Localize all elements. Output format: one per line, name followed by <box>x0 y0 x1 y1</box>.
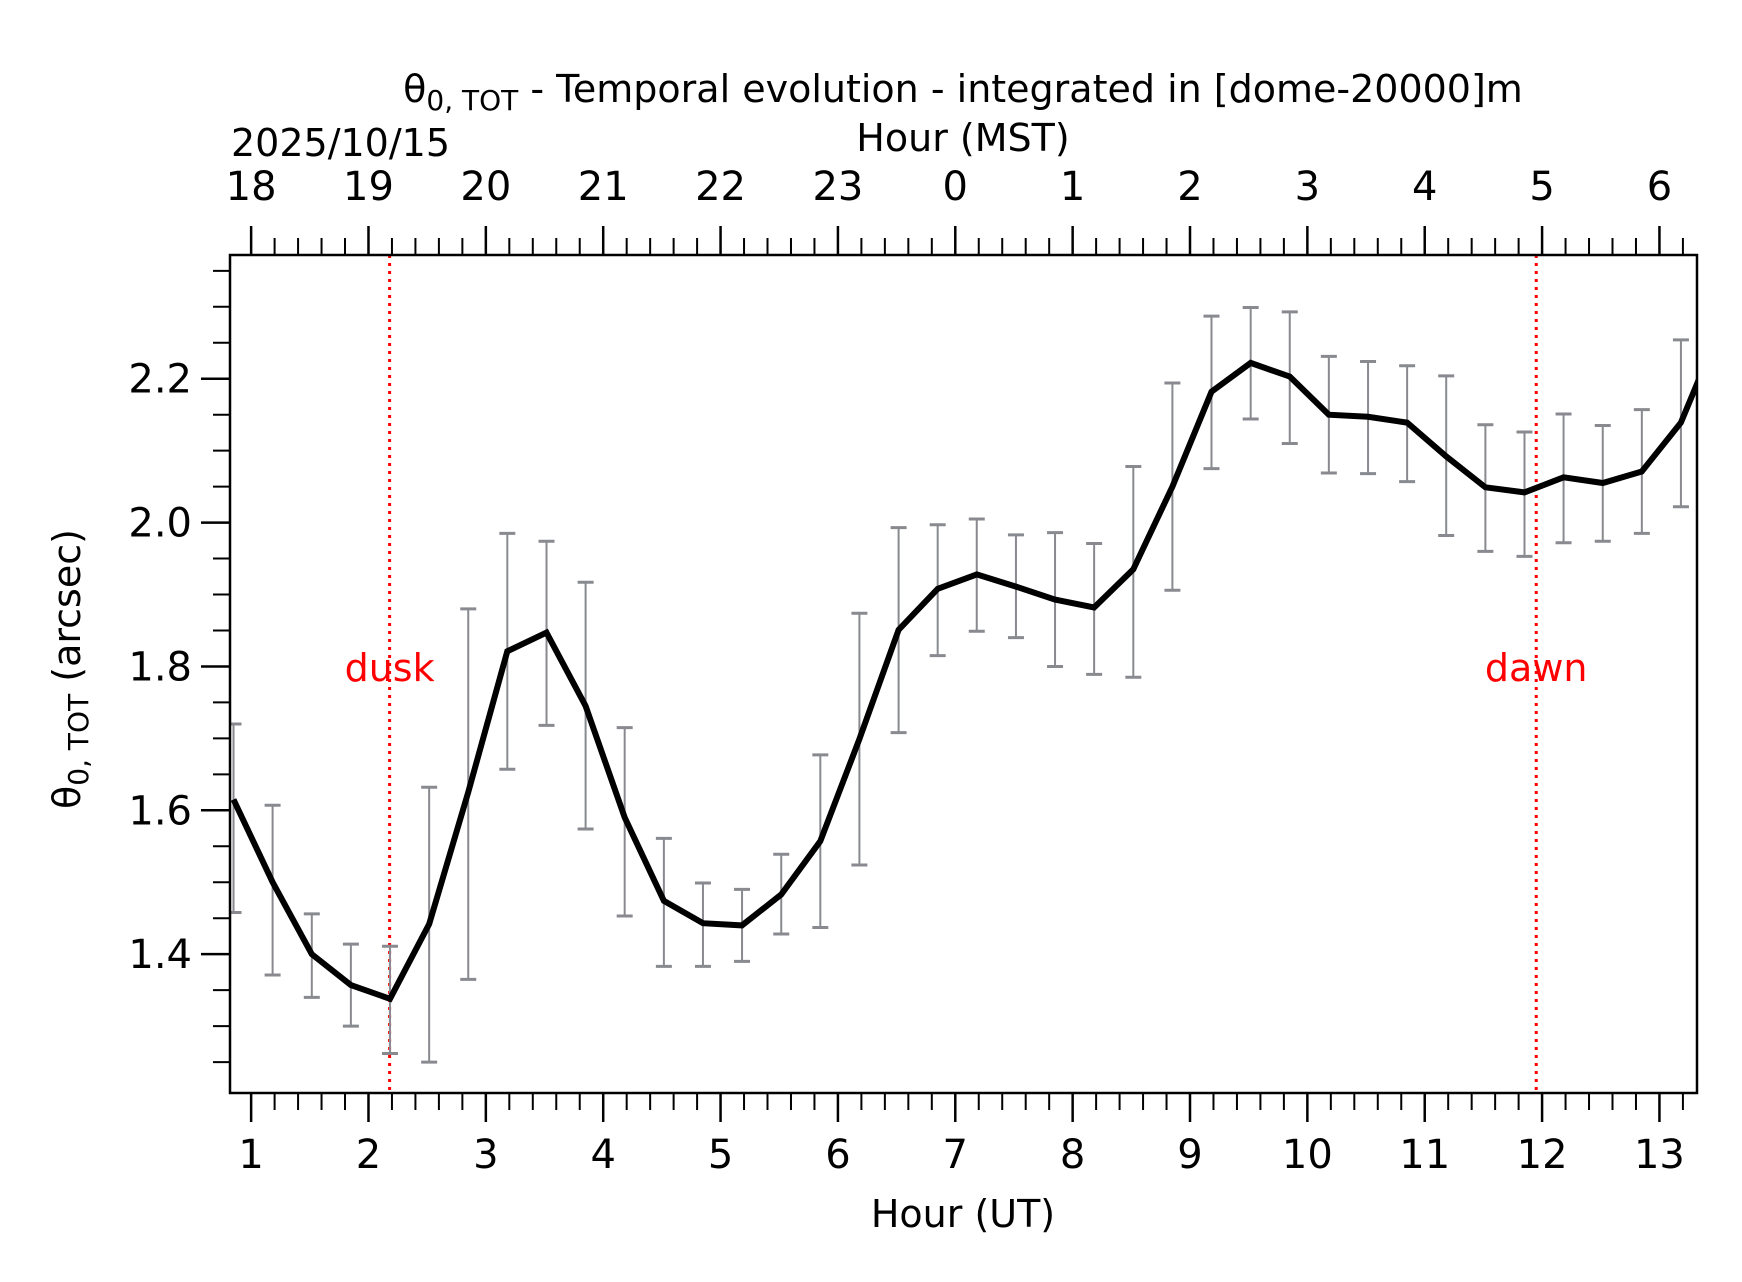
date-label: 2025/10/15 <box>231 121 450 165</box>
x-top-tick-label: 19 <box>343 164 394 210</box>
x-tick-label: 9 <box>1177 1132 1202 1178</box>
axis-tick-labels: 1182193204215226237081921031141251361.41… <box>128 164 1685 1178</box>
x-tick-label: 7 <box>943 1132 968 1178</box>
y-tick-label: 1.4 <box>128 932 192 978</box>
ylabel-symbol: θ <box>45 786 89 809</box>
y-axis-label: θ0, TOT (arcsec) <box>45 529 95 809</box>
title-rest: - Temporal evolution - integrated in [do… <box>518 67 1523 111</box>
x-tick-label: 2 <box>356 1132 381 1178</box>
x-top-tick-label: 5 <box>1529 164 1554 210</box>
x-tick-label: 13 <box>1634 1132 1685 1178</box>
y-tick-label: 2.0 <box>128 501 192 547</box>
annotation-labels: dusk dawn <box>345 646 1588 690</box>
axis-ticks <box>201 226 1684 1122</box>
plot-area <box>230 255 1697 1093</box>
dusk-label: dusk <box>345 646 435 690</box>
x-tick-label: 11 <box>1399 1132 1450 1178</box>
x-top-tick-label: 18 <box>226 164 277 210</box>
x-tick-label: 8 <box>1060 1132 1085 1178</box>
y-tick-label: 1.8 <box>128 644 192 690</box>
y-tick-label: 2.2 <box>128 357 192 403</box>
y-tick-label: 1.6 <box>128 788 192 834</box>
x-tick-label: 12 <box>1517 1132 1568 1178</box>
x-top-tick-label: 4 <box>1412 164 1437 210</box>
x-top-tick-label: 21 <box>578 164 629 210</box>
x-top-tick-label: 22 <box>695 164 746 210</box>
x-top-tick-label: 3 <box>1295 164 1320 210</box>
x-top-tick-label: 1 <box>1060 164 1085 210</box>
dawn-label: dawn <box>1485 646 1588 690</box>
series-line <box>230 359 1697 1003</box>
x-tick-label: 1 <box>238 1132 263 1178</box>
x-tick-label: 4 <box>590 1132 615 1178</box>
x-tick-label: 10 <box>1282 1132 1333 1178</box>
x-axis-label: Hour (UT) <box>871 1192 1055 1236</box>
axes-frame <box>228 253 1699 1095</box>
top-axis-label: Hour (MST) <box>856 116 1069 160</box>
title-subscript: 0, TOT <box>426 84 519 117</box>
x-top-tick-label: 20 <box>460 164 511 210</box>
ylabel-subscript: 0, TOT <box>62 693 95 786</box>
x-top-tick-label: 23 <box>812 164 863 210</box>
x-tick-label: 6 <box>825 1132 850 1178</box>
errorbar <box>264 803 281 977</box>
x-top-tick-label: 0 <box>943 164 968 210</box>
x-tick-label: 5 <box>708 1132 733 1178</box>
x-tick-label: 3 <box>473 1132 498 1178</box>
x-top-tick-label: 6 <box>1647 164 1672 210</box>
x-top-tick-label: 2 <box>1177 164 1202 210</box>
chart-title: θ0, TOT - Temporal evolution - integrate… <box>403 67 1523 117</box>
title-symbol: θ <box>403 67 426 111</box>
ylabel-rest: (arcsec) <box>45 529 89 694</box>
errorbar <box>230 722 242 914</box>
